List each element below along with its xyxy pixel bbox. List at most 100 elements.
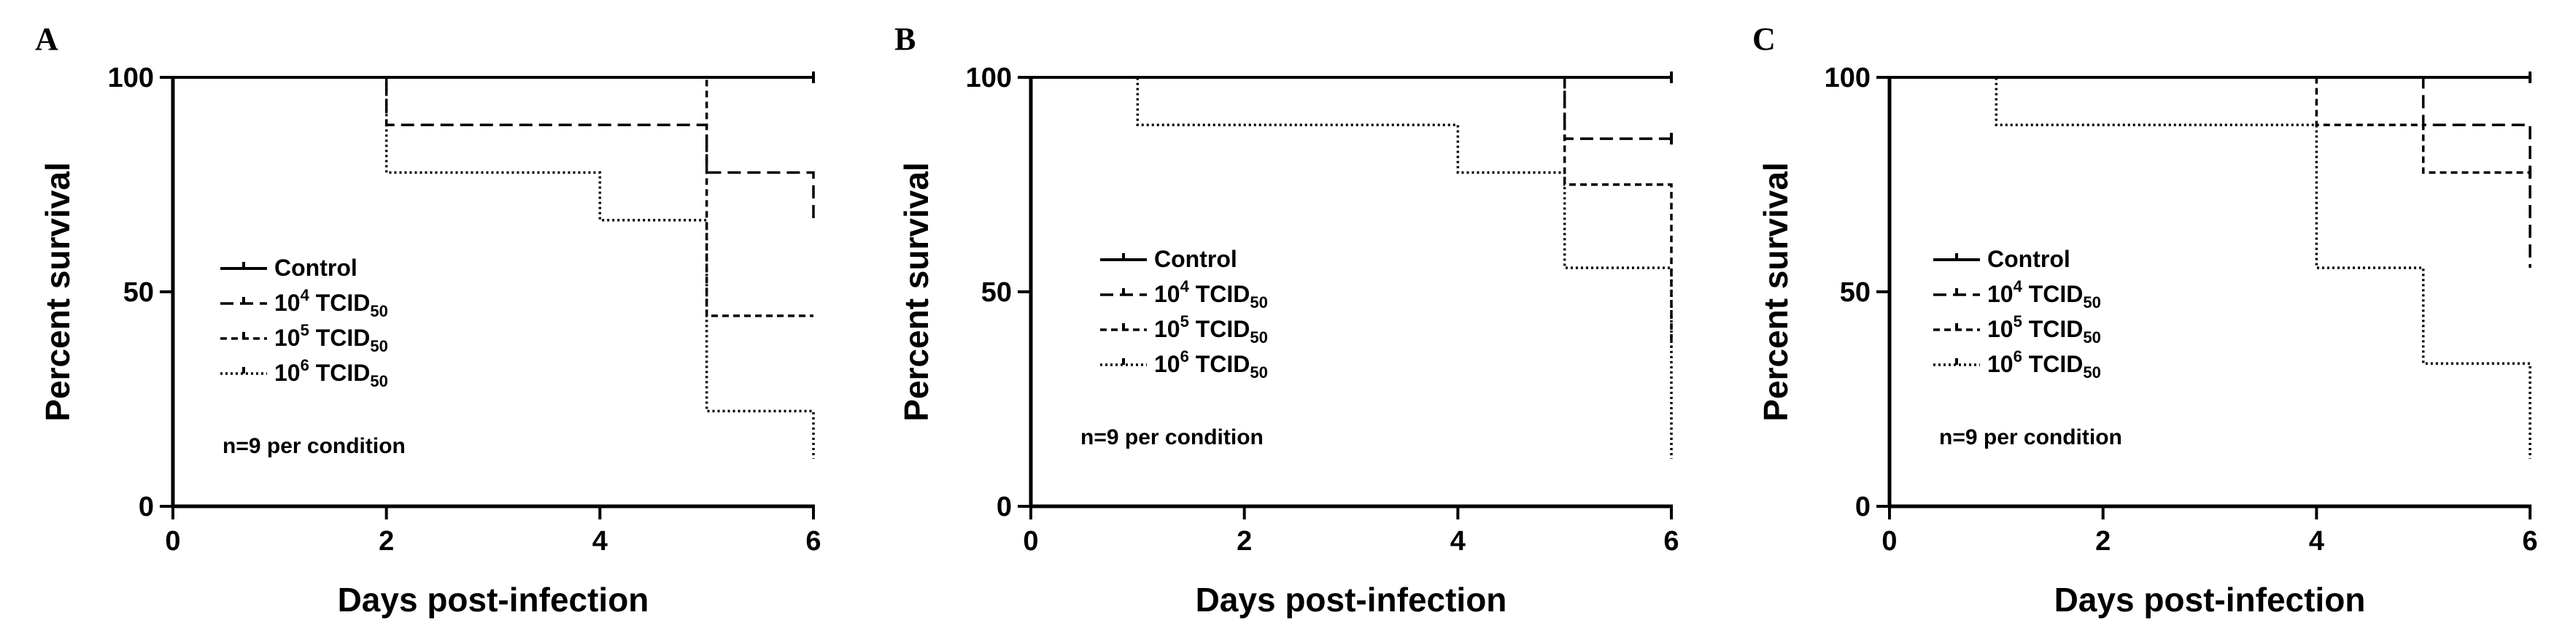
- legend-item: 104 TCID50: [1933, 277, 2101, 312]
- y-tick-label: 0: [139, 492, 154, 522]
- legend-label-main: Control: [1154, 246, 1237, 272]
- x-tick-label: 4: [2309, 526, 2324, 557]
- legend-label-subscript: 50: [2083, 293, 2100, 312]
- legend-label-subscript: 50: [370, 372, 387, 390]
- survival-curve-dose-3: [1031, 76, 1673, 459]
- legend-label-main: Control: [1987, 246, 2070, 272]
- legend-label-subscript: 50: [1250, 363, 1267, 382]
- legend-item: Control: [1100, 246, 1237, 272]
- legend-label-unit: TCID: [309, 325, 371, 351]
- legend-label: 105 TCID50: [274, 321, 388, 355]
- legend-label-unit: TCID: [2022, 281, 2084, 307]
- x-tick-label: 0: [1023, 526, 1038, 557]
- y-tick-label: 100: [108, 63, 154, 93]
- legend-label-main: 10: [274, 325, 301, 351]
- x-axis-title: Days post-infection: [338, 581, 649, 619]
- y-axis-title: Percent survival: [39, 162, 77, 421]
- legend-label: 105 TCID50: [1154, 312, 1268, 347]
- legend-label-exponent: 4: [301, 286, 310, 304]
- legend-label-main: 10: [1154, 316, 1180, 342]
- x-tick-label: 6: [1663, 526, 1679, 557]
- legend-label: 106 TCID50: [1987, 347, 2101, 382]
- survival-curve-dose-2: [1890, 76, 2530, 174]
- legend-item: Control: [220, 255, 357, 281]
- legend-label-unit: TCID: [2022, 316, 2084, 342]
- legend-label-main: 10: [1154, 351, 1180, 377]
- legend-label-main: 10: [274, 360, 301, 386]
- x-axis-title: Days post-infection: [2054, 581, 2366, 619]
- legend-item: 105 TCID50: [1100, 312, 1268, 347]
- legend-label-exponent: 5: [2014, 312, 2022, 330]
- legend-label-main: 10: [1987, 351, 2014, 377]
- legend-item: 104 TCID50: [220, 286, 388, 320]
- legend-label: Control: [1987, 246, 2070, 272]
- survival-curve-dose-2: [173, 76, 813, 317]
- legend-label-unit: TCID: [1189, 316, 1250, 342]
- panel-letter: A: [35, 21, 58, 57]
- legend-label-subscript: 50: [370, 302, 387, 320]
- legend-label-exponent: 6: [301, 356, 309, 374]
- legend-label: 104 TCID50: [274, 286, 388, 320]
- y-tick-label: 0: [997, 492, 1012, 522]
- legend-label-unit: TCID: [309, 360, 371, 386]
- sample-size-note: n=9 per condition: [223, 434, 406, 458]
- legend-item: Control: [1933, 246, 2070, 272]
- x-tick-label: 2: [2095, 526, 2111, 557]
- survival-curve-dose-1: [1031, 76, 1671, 140]
- legend-label-exponent: 4: [1180, 277, 1190, 295]
- survival-curve-dose-1: [173, 76, 815, 220]
- legend-item: 105 TCID50: [1933, 312, 2101, 347]
- x-tick-label: 0: [165, 526, 180, 557]
- legend-item: 106 TCID50: [1933, 347, 2101, 382]
- y-tick-label: 0: [1855, 492, 1871, 522]
- legend-label-main: 10: [1987, 316, 2014, 342]
- legend-label: 104 TCID50: [1987, 277, 2101, 312]
- legend-label-exponent: 6: [1180, 347, 1189, 366]
- legend-label: 106 TCID50: [274, 356, 388, 390]
- survival-curve-dose-3: [1890, 76, 2531, 459]
- legend-label-main: Control: [274, 255, 357, 281]
- sample-size-note: n=9 per condition: [1939, 425, 2122, 449]
- legend-label-exponent: 6: [2014, 347, 2022, 366]
- legend-label-unit: TCID: [309, 290, 371, 316]
- legend-item: 106 TCID50: [1100, 347, 1268, 382]
- y-tick-label: 50: [1840, 277, 1871, 308]
- legend-label-exponent: 4: [2014, 277, 2023, 295]
- legend-label: 104 TCID50: [1154, 277, 1268, 312]
- legend-label: Control: [1154, 246, 1237, 272]
- legend-label-exponent: 5: [1180, 312, 1189, 330]
- panel-letter: C: [1752, 21, 1776, 57]
- legend-label-unit: TCID: [2022, 351, 2084, 377]
- panel-letter: B: [894, 21, 916, 57]
- y-tick-label: 50: [123, 277, 154, 308]
- legend-label-exponent: 5: [301, 321, 309, 339]
- x-tick-label: 0: [1881, 526, 1897, 557]
- x-tick-label: 6: [2522, 526, 2537, 557]
- legend-label-subscript: 50: [2083, 363, 2100, 382]
- chart-panel-a: A 0 50 100 0 2 4 6 Days post-infection Percent su…: [35, 21, 821, 619]
- legend-label-subscript: 50: [2083, 328, 2100, 347]
- legend-item: 104 TCID50: [1100, 277, 1268, 312]
- legend-label: Control: [274, 255, 357, 281]
- legend-label-subscript: 50: [1250, 328, 1267, 347]
- y-axis-title: Percent survival: [1757, 162, 1795, 421]
- legend-label-subscript: 50: [370, 337, 387, 355]
- chart-panel-b: B 0 50 100 0 2 4 6 Days post-infection Percent su…: [894, 21, 1679, 619]
- survival-curve-dose-3: [173, 76, 815, 459]
- x-tick-label: 4: [1450, 526, 1466, 557]
- x-axis-title: Days post-infection: [1196, 581, 1507, 619]
- legend-label: 106 TCID50: [1154, 347, 1268, 382]
- sample-size-note: n=9 per condition: [1080, 425, 1264, 449]
- legend-label-main: 10: [274, 290, 301, 316]
- y-tick-label: 50: [981, 277, 1012, 308]
- survival-curve-dose-2: [1031, 76, 1673, 346]
- x-tick-label: 4: [592, 526, 608, 557]
- chart-panel-c: C 0 50 100 0 2 4 6 Days post-infection Percent su…: [1752, 21, 2538, 619]
- legend-label-unit: TCID: [1189, 281, 1250, 307]
- x-tick-label: 6: [805, 526, 821, 557]
- x-tick-label: 2: [379, 526, 394, 557]
- legend-label-subscript: 50: [1250, 293, 1267, 312]
- legend-label-main: 10: [1154, 281, 1180, 307]
- y-tick-label: 100: [1825, 63, 1871, 93]
